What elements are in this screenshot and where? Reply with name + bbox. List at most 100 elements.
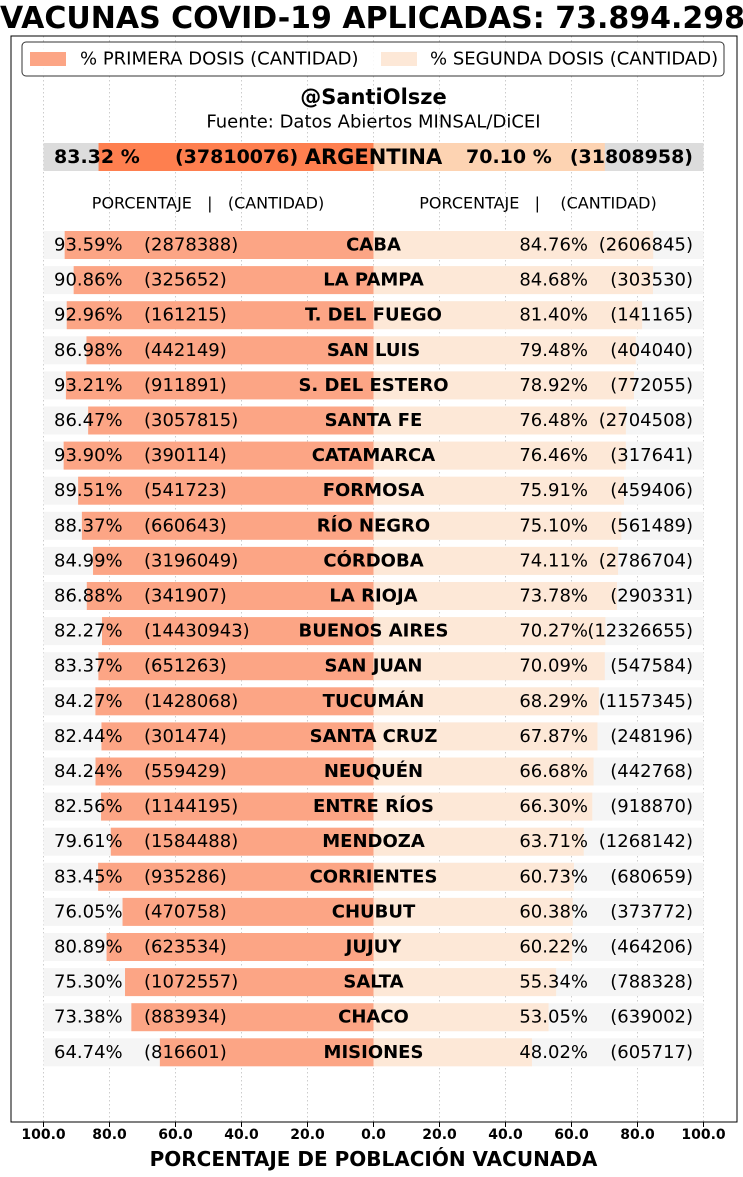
first-dose-bar: [86, 582, 374, 610]
second-dose-pct-label: 63.71%: [519, 831, 588, 852]
second-dose-bar: [373, 968, 557, 997]
second-dose-pct-label: 81.40%: [519, 305, 588, 326]
first-dose-qty-label: (390114): [144, 445, 227, 466]
national-first-dose-bar: [98, 143, 374, 171]
x-tick-label: 100.0: [681, 1127, 726, 1143]
author-handle: @SantiOlsze: [300, 85, 447, 109]
first-dose-bar: [95, 687, 374, 716]
source-note: Fuente: Datos Abiertos MINSAL/DiCEI: [206, 112, 540, 133]
province-label: FORMOSA: [323, 480, 425, 501]
second-dose-bar: [373, 652, 605, 681]
second-dose-pct-label: 53.05%: [519, 1007, 588, 1028]
legend-label-first-dose: % PRIMERA DOSIS (CANTIDAD): [80, 49, 359, 70]
first-dose-pct-label: 73.38%: [54, 1007, 123, 1028]
first-dose-pct-label: 83.45%: [54, 866, 123, 887]
first-dose-bar: [98, 652, 374, 681]
national-name: ARGENTINA: [305, 145, 443, 169]
second-dose-pct-label: 68.29%: [519, 691, 588, 712]
column-header-right: PORCENTAJE | (CANTIDAD): [419, 194, 656, 213]
x-tick-label: 60.0: [158, 1127, 193, 1143]
first-dose-pct-label: 93.59%: [54, 235, 123, 256]
first-dose-qty-label: (341907): [144, 586, 227, 607]
province-label: TUCUMÁN: [323, 690, 425, 712]
province-label: CORRIENTES: [310, 866, 438, 887]
first-dose-bar: [64, 231, 374, 259]
national-second-qty: (31808958): [570, 146, 693, 168]
second-dose-bar: [373, 371, 634, 400]
second-dose-qty-label: (290331): [610, 586, 693, 607]
second-dose-qty-label: (459406): [610, 480, 693, 501]
province-label: RÍO NEGRO: [317, 514, 430, 536]
province-label: ENTRE RÍOS: [313, 795, 434, 817]
legend-swatch-second-dose: [381, 52, 417, 66]
first-dose-pct-label: 86.47%: [54, 410, 123, 431]
second-dose-pct-label: 78.92%: [519, 375, 588, 396]
province-label: S. DEL ESTERO: [298, 375, 448, 396]
first-dose-qty-label: (911891): [144, 375, 227, 396]
second-dose-pct-label: 73.78%: [519, 586, 588, 607]
x-tick-label: 0.0: [361, 1127, 386, 1143]
x-tick-label: 80.0: [620, 1127, 655, 1143]
column-header-left: PORCENTAJE | (CANTIDAD): [92, 194, 324, 213]
second-dose-qty-label: (442768): [610, 761, 693, 782]
second-dose-pct-label: 60.73%: [519, 866, 588, 887]
first-dose-qty-label: (559429): [144, 761, 227, 782]
province-label: MENDOZA: [322, 831, 425, 852]
first-dose-pct-label: 82.44%: [54, 726, 123, 747]
second-dose-bar: [373, 617, 606, 646]
province-label: CHACO: [338, 1007, 409, 1028]
second-dose-pct-label: 75.10%: [519, 515, 588, 536]
first-dose-bar: [131, 1003, 374, 1032]
first-dose-bar: [159, 1038, 374, 1067]
second-dose-qty-label: (639002): [610, 1007, 693, 1028]
first-dose-qty-label: (3196049): [144, 550, 238, 571]
province-label: LA PAMPA: [323, 270, 424, 291]
first-dose-pct-label: 89.51%: [54, 480, 123, 501]
first-dose-bar: [101, 792, 374, 821]
province-label: SANTA FE: [325, 410, 423, 431]
x-tick-label: 100.0: [21, 1127, 66, 1143]
second-dose-pct-label: 66.68%: [519, 761, 588, 782]
first-dose-pct-label: 92.96%: [54, 305, 123, 326]
second-dose-qty-label: (788328): [610, 972, 693, 993]
first-dose-pct-label: 84.99%: [54, 550, 123, 571]
legend-swatch-first-dose: [30, 52, 66, 66]
second-dose-bar: [373, 933, 573, 961]
first-dose-qty-label: (442149): [144, 340, 227, 361]
second-dose-qty-label: (373772): [610, 901, 693, 922]
second-dose-qty-label: (141165): [610, 305, 693, 326]
second-dose-bar: [373, 1038, 532, 1067]
province-label: CHUBUT: [332, 901, 416, 922]
x-tick-label: 20.0: [422, 1127, 457, 1143]
second-dose-qty-label: (605717): [610, 1042, 693, 1063]
first-dose-bar: [122, 897, 374, 926]
first-dose-bar: [101, 722, 374, 751]
second-dose-bar: [373, 511, 622, 540]
x-tick-label: 60.0: [554, 1127, 589, 1143]
first-dose-bar: [98, 862, 374, 891]
second-dose-bar: [373, 722, 598, 751]
province-label: MISIONES: [324, 1042, 424, 1063]
first-dose-qty-label: (1144195): [144, 796, 238, 817]
national-second-pct: 70.10 %: [466, 146, 552, 168]
second-dose-pct-label: 60.38%: [519, 901, 588, 922]
first-dose-bar: [93, 546, 374, 575]
second-dose-qty-label: (303530): [610, 270, 693, 291]
first-dose-qty-label: (935286): [144, 866, 227, 887]
second-dose-qty-label: (464206): [610, 937, 693, 958]
first-dose-qty-label: (883934): [144, 1007, 227, 1028]
second-dose-qty-label: (2606845): [599, 235, 693, 256]
x-tick-label: 80.0: [92, 1127, 127, 1143]
second-dose-bar: [373, 301, 643, 330]
first-dose-qty-label: (816601): [144, 1042, 227, 1063]
province-label: CATAMARCA: [312, 445, 435, 466]
second-dose-bar: [373, 441, 626, 470]
second-dose-bar: [373, 757, 594, 786]
second-dose-bar: [373, 582, 617, 610]
first-dose-qty-label: (470758): [144, 901, 227, 922]
first-dose-pct-label: 83.37%: [54, 656, 123, 677]
province-label: CÓRDOBA: [323, 549, 423, 571]
second-dose-pct-label: 70.27%: [519, 621, 588, 642]
province-label: SALTA: [343, 972, 403, 993]
national-first-qty: (37810076): [175, 146, 298, 168]
